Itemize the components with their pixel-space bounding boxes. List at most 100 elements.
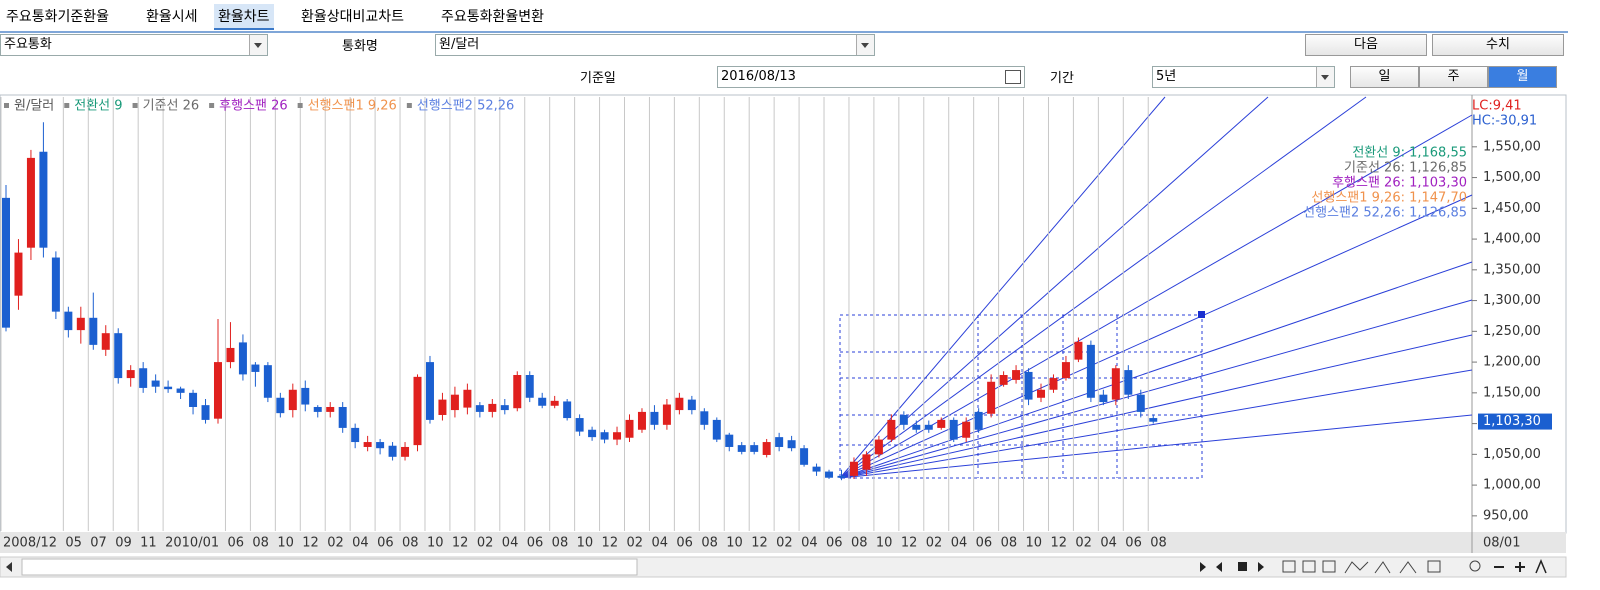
candle-body bbox=[238, 342, 247, 375]
candle-body bbox=[64, 311, 73, 331]
candle-body bbox=[263, 365, 272, 398]
candle-body bbox=[775, 437, 784, 447]
scroll-left[interactable] bbox=[6, 562, 12, 572]
candle-body bbox=[650, 411, 659, 425]
readout: 후행스팬 26: 1,103,30 bbox=[1332, 175, 1467, 191]
candle-body bbox=[388, 445, 397, 457]
candle-body bbox=[887, 419, 896, 440]
candle-body bbox=[762, 442, 771, 455]
scroll-thumb[interactable] bbox=[21, 558, 638, 576]
tool-icon[interactable] bbox=[1427, 560, 1441, 573]
hc-label: HC:-30,91 bbox=[1472, 114, 1537, 129]
tool-stop[interactable] bbox=[1238, 562, 1247, 571]
group-select[interactable]: 주요통화 bbox=[0, 34, 268, 56]
y-tick-label: 1,150,00 bbox=[1483, 385, 1541, 400]
x-tick-label: 07 bbox=[90, 536, 107, 551]
legend-swatch bbox=[406, 103, 412, 108]
tool-icon[interactable] bbox=[1302, 560, 1316, 573]
tool-plus[interactable] bbox=[1515, 562, 1525, 572]
candle-body bbox=[313, 406, 322, 412]
candle-body bbox=[999, 375, 1008, 385]
candle-body bbox=[301, 387, 310, 405]
label: 기간 bbox=[1050, 71, 1074, 86]
tool-icon[interactable] bbox=[1322, 560, 1336, 573]
tab[interactable]: 환율차트 bbox=[214, 4, 274, 30]
interval-button[interactable]: 일 bbox=[1350, 66, 1419, 88]
y-tick-label: 1,250,00 bbox=[1483, 324, 1541, 339]
x-tick-label: 08 bbox=[402, 536, 419, 551]
fan-handle bbox=[1198, 311, 1205, 318]
pair-select[interactable]: 원/달러 bbox=[435, 34, 875, 56]
toolbar bbox=[1200, 559, 1547, 574]
readout: 기준선 26: 1,126,85 bbox=[1344, 161, 1467, 176]
legend-swatch bbox=[209, 103, 215, 108]
candle-body bbox=[1061, 362, 1070, 379]
candle-body bbox=[924, 424, 933, 430]
x-tick-label: 12 bbox=[302, 536, 319, 551]
x-tick-label: 04 bbox=[801, 536, 818, 551]
tool-icon[interactable] bbox=[1374, 561, 1391, 574]
candle-body bbox=[1149, 418, 1158, 422]
legend-label: 전환선 9 bbox=[74, 99, 122, 114]
calendar-icon[interactable] bbox=[1005, 70, 1021, 84]
candle-body bbox=[1124, 370, 1133, 395]
tab[interactable]: 환율상대비교차트 bbox=[301, 9, 405, 25]
tool-next[interactable] bbox=[1258, 562, 1264, 572]
tab[interactable]: 환율시세 bbox=[146, 9, 198, 25]
label: 통화명 bbox=[342, 39, 378, 54]
candle-body bbox=[51, 257, 60, 312]
x-tick-label: 02 bbox=[627, 536, 644, 551]
candle-body bbox=[874, 439, 883, 455]
y-tick-label: 1,500,00 bbox=[1483, 170, 1541, 185]
price-tag bbox=[1478, 413, 1552, 430]
x-tick-label: 06 bbox=[1125, 536, 1142, 551]
candle-body bbox=[475, 405, 484, 412]
interval-button[interactable]: 월 bbox=[1488, 66, 1557, 88]
candle-body bbox=[974, 411, 983, 430]
tool-icon[interactable] bbox=[1344, 561, 1369, 574]
legend-label: 선행스팬2 52,26 bbox=[417, 98, 514, 114]
tool-zoom[interactable] bbox=[1469, 560, 1481, 572]
candle-body bbox=[500, 405, 509, 411]
candle-body bbox=[937, 419, 946, 428]
tool-icon[interactable] bbox=[1399, 561, 1417, 574]
fan-line bbox=[839, 96, 1269, 479]
tool-font[interactable] bbox=[1535, 559, 1547, 574]
x-axis-end: 08/01 bbox=[1483, 536, 1520, 551]
button[interactable]: 수치 bbox=[1432, 34, 1564, 56]
date-input[interactable]: 2016/08/13 bbox=[717, 66, 1025, 88]
candle-body bbox=[101, 333, 110, 350]
candle-body bbox=[962, 421, 971, 438]
tool-play[interactable] bbox=[1200, 562, 1206, 572]
x-tick-label: 10 bbox=[1026, 536, 1043, 551]
fan-line bbox=[839, 261, 1473, 479]
candle-body bbox=[588, 429, 597, 438]
x-tick-label: 02 bbox=[926, 536, 943, 551]
y-tick-label: 1,450,00 bbox=[1483, 201, 1541, 216]
candle-body bbox=[488, 403, 497, 412]
candle-body bbox=[139, 368, 148, 388]
select-value: 주요통화 bbox=[4, 37, 52, 52]
candle-body bbox=[151, 380, 160, 387]
fan-line bbox=[839, 299, 1473, 479]
candle-body bbox=[1024, 371, 1033, 400]
x-tick-label: 06 bbox=[527, 536, 544, 551]
x-tick-label: 12 bbox=[751, 536, 768, 551]
tab[interactable]: 주요통화기준환율 bbox=[6, 9, 110, 25]
y-tick-label: 1,550,00 bbox=[1483, 139, 1541, 154]
candle-body bbox=[600, 432, 609, 440]
tool-icon[interactable] bbox=[1282, 560, 1296, 573]
interval-button[interactable]: 주 bbox=[1419, 66, 1488, 88]
tool-prev[interactable] bbox=[1216, 562, 1222, 572]
lc-label: LC:9,41 bbox=[1472, 99, 1522, 114]
candle-body bbox=[201, 405, 210, 420]
fan-line bbox=[839, 414, 1473, 479]
tab[interactable]: 주요통화환율변환 bbox=[441, 9, 545, 25]
period-select[interactable]: 5년 bbox=[1152, 66, 1335, 88]
button[interactable]: 다음 bbox=[1305, 34, 1427, 56]
price-tag-label: 1,103,30 bbox=[1483, 414, 1541, 429]
candle-body bbox=[550, 400, 559, 406]
x-tick-label: 08 bbox=[552, 536, 569, 551]
